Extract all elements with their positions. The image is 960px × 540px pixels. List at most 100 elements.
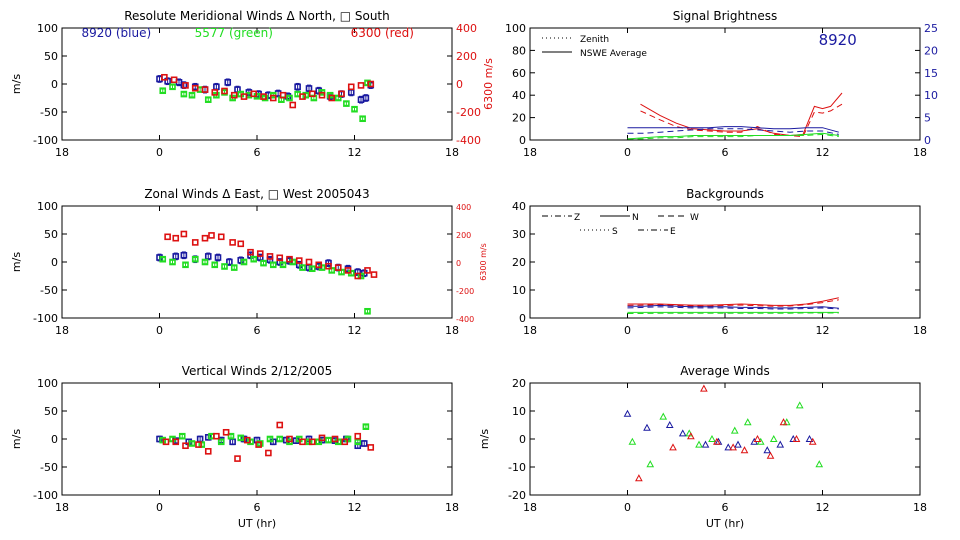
zonal-point-8920 bbox=[214, 254, 222, 261]
backgrounds-plot-frame bbox=[529, 205, 921, 319]
vertical-point-6300 bbox=[213, 432, 220, 440]
meridional-ytick-label: 50 bbox=[44, 50, 58, 63]
backgrounds-xtick-label: 6 bbox=[722, 324, 729, 337]
backgrounds-xtick-label: 0 bbox=[624, 324, 631, 337]
average-point-6300 bbox=[635, 474, 643, 482]
vertical-point-8920 bbox=[360, 440, 368, 447]
signal-xtick-label: 6 bbox=[722, 146, 729, 159]
zonal-ytick-label-right: 400 bbox=[456, 203, 471, 212]
meridional-point-6300 bbox=[182, 82, 189, 89]
zonal-xtick-label: 18 bbox=[55, 324, 69, 337]
signal-series-blue-avg bbox=[627, 126, 839, 133]
average-ytick-label: -20 bbox=[508, 489, 526, 502]
average-point-6300 bbox=[669, 443, 677, 451]
meridional-point-6300 bbox=[260, 93, 267, 100]
signal-xtick-label: 0 bbox=[624, 146, 631, 159]
average-point-8920 bbox=[701, 440, 710, 448]
zonal-point-5577 bbox=[169, 258, 176, 266]
signal-ytick-label: 100 bbox=[505, 22, 526, 35]
zonal-ytick-label-right: -200 bbox=[456, 287, 474, 296]
backgrounds-data bbox=[627, 297, 839, 314]
signal-series-blue-zen bbox=[627, 128, 839, 135]
vertical-point-5577 bbox=[237, 434, 245, 442]
meridional-annotation: 8920 (blue) bbox=[82, 26, 152, 40]
backgrounds-title: Backgrounds bbox=[686, 187, 764, 201]
vertical-xlabel: UT (hr) bbox=[238, 517, 276, 530]
zonal-point-6300 bbox=[208, 232, 215, 239]
meridional-ytick-label-right: 400 bbox=[456, 22, 477, 35]
meridional-plot-frame bbox=[61, 27, 453, 141]
average-point-6300 bbox=[700, 384, 708, 392]
zonal-xtick-label: 6 bbox=[254, 324, 261, 337]
zonal-ytick-label-right: 0 bbox=[456, 259, 461, 268]
vertical-point-6300 bbox=[222, 428, 230, 436]
average-point-6300 bbox=[713, 437, 721, 445]
meridional-point-5577 bbox=[286, 94, 293, 102]
meridional-point-6300 bbox=[240, 93, 248, 100]
average-point-5577 bbox=[695, 440, 703, 448]
zonal-title: Zonal Winds Δ East, □ West 2005043 bbox=[144, 187, 369, 201]
backgrounds-legend-label: N bbox=[632, 213, 639, 223]
vertical-point-5577 bbox=[188, 440, 196, 447]
meridional-point-5577 bbox=[351, 105, 358, 113]
meridional-point-5577 bbox=[188, 91, 196, 99]
vertical-point-6300 bbox=[299, 438, 306, 446]
zonal-xtick-label: 18 bbox=[445, 324, 459, 337]
meridional-point-6300 bbox=[201, 86, 209, 93]
average-point-8920 bbox=[643, 423, 651, 431]
signal-ytick-label-right: 25 bbox=[924, 22, 938, 35]
average-ytick-label: 10 bbox=[512, 405, 526, 418]
zonal-point-6300 bbox=[354, 272, 362, 280]
meridional-xtick-label: 18 bbox=[55, 146, 69, 159]
zonal-panel: Zonal Winds Δ East, □ West 2005043 18 0 6 12… bbox=[10, 187, 488, 337]
zonal-ytick-label: -50 bbox=[40, 284, 58, 297]
meridional-point-6300 bbox=[338, 90, 345, 98]
average-point-6300 bbox=[729, 443, 737, 451]
signal-ytick-label-right: 15 bbox=[924, 67, 938, 80]
meridional-point-8920 bbox=[362, 94, 370, 102]
vertical-xtick-label: 12 bbox=[348, 501, 362, 514]
backgrounds-series-blue-n bbox=[627, 304, 839, 309]
average-point-6300 bbox=[740, 446, 749, 454]
vertical-point-5577 bbox=[227, 432, 235, 440]
average-point-8920 bbox=[724, 443, 733, 451]
meridional-point-5577 bbox=[180, 90, 188, 98]
meridional-point-6300 bbox=[299, 93, 306, 100]
average-xtick-label: 6 bbox=[722, 501, 729, 514]
average-ylabel: m/s bbox=[478, 429, 491, 449]
meridional-point-6300 bbox=[250, 90, 258, 98]
signal-xtick-label: 18 bbox=[913, 146, 927, 159]
meridional-point-5577 bbox=[204, 96, 212, 103]
average-xtick-label: 12 bbox=[816, 501, 830, 514]
meridional-point-6300 bbox=[191, 84, 199, 92]
signal-ytick-label: 20 bbox=[512, 112, 526, 125]
average-point-5577 bbox=[659, 412, 668, 420]
average-point-6300 bbox=[792, 434, 801, 442]
zonal-point-6300 bbox=[295, 257, 303, 264]
average-xtick-label: 18 bbox=[913, 501, 927, 514]
zonal-point-6300 bbox=[172, 234, 180, 242]
signal-series-red-avg bbox=[640, 92, 843, 137]
meridional-ytick-label-right: -400 bbox=[456, 134, 481, 147]
meridional-point-6300 bbox=[357, 82, 365, 89]
signal-series-green-avg bbox=[627, 132, 839, 140]
vertical-point-6300 bbox=[286, 435, 293, 443]
backgrounds-series-blue-w bbox=[627, 306, 839, 310]
zonal-ytick-label-right: -400 bbox=[456, 315, 474, 324]
meridional-point-5577 bbox=[359, 115, 366, 123]
signal-legend-label: Zenith bbox=[580, 35, 609, 45]
signal-annotation: 8920 bbox=[819, 31, 857, 49]
signal-ytick-label: 60 bbox=[512, 67, 526, 80]
vertical-xtick-label: 6 bbox=[254, 501, 261, 514]
zonal-point-6300 bbox=[256, 250, 264, 257]
zonal-point-5577 bbox=[364, 307, 371, 315]
zonal-point-6300 bbox=[334, 264, 342, 271]
vertical-point-6300 bbox=[341, 438, 349, 446]
zonal-ytick-label: 0 bbox=[51, 256, 58, 269]
meridional-point-5577 bbox=[343, 100, 350, 107]
zonal-point-6300 bbox=[344, 267, 352, 274]
zonal-point-6300 bbox=[325, 262, 332, 270]
